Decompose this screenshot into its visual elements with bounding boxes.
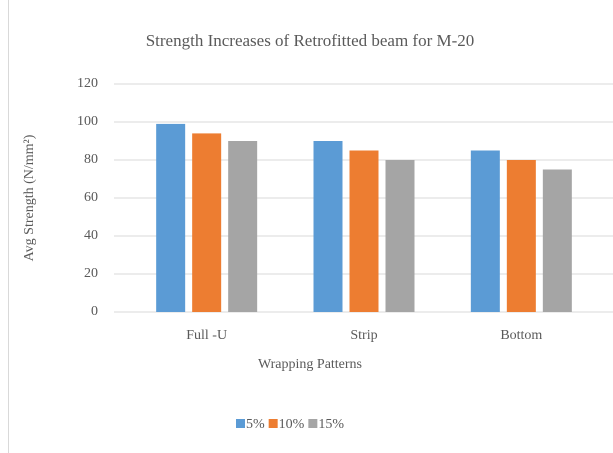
- x-axis-label: Wrapping Patterns: [258, 357, 362, 372]
- y-tick-label: 60: [84, 190, 98, 205]
- y-tick-label: 120: [77, 76, 98, 91]
- x-tick-label: Bottom: [500, 328, 542, 343]
- x-tick-label: Strip: [350, 328, 377, 343]
- bar: [313, 141, 343, 312]
- y-tick-label: 20: [84, 266, 98, 281]
- legend-swatch: [268, 419, 278, 428]
- y-tick-label: 40: [84, 228, 98, 243]
- y-tick-label: 0: [91, 304, 98, 319]
- bar: [542, 169, 572, 312]
- bar: [506, 160, 536, 312]
- legend-swatch: [308, 419, 318, 428]
- y-axis-label: Avg Strength (N/mm²): [22, 134, 37, 261]
- legend-swatch: [236, 419, 245, 428]
- bar: [228, 141, 258, 312]
- y-tick-label: 100: [77, 114, 98, 129]
- y-tick-label: 80: [84, 152, 98, 167]
- bar: [385, 160, 415, 312]
- x-tick-label: Full -U: [186, 328, 227, 343]
- bar: [192, 133, 222, 312]
- legend-label: 5%: [246, 417, 265, 432]
- bar: [156, 123, 186, 313]
- bar: [349, 150, 379, 312]
- legend-label: 15%: [318, 417, 344, 432]
- chart-title: Strength Increases of Retrofitted beam f…: [146, 31, 475, 50]
- bar: [470, 150, 500, 312]
- legend-label: 10%: [279, 417, 305, 432]
